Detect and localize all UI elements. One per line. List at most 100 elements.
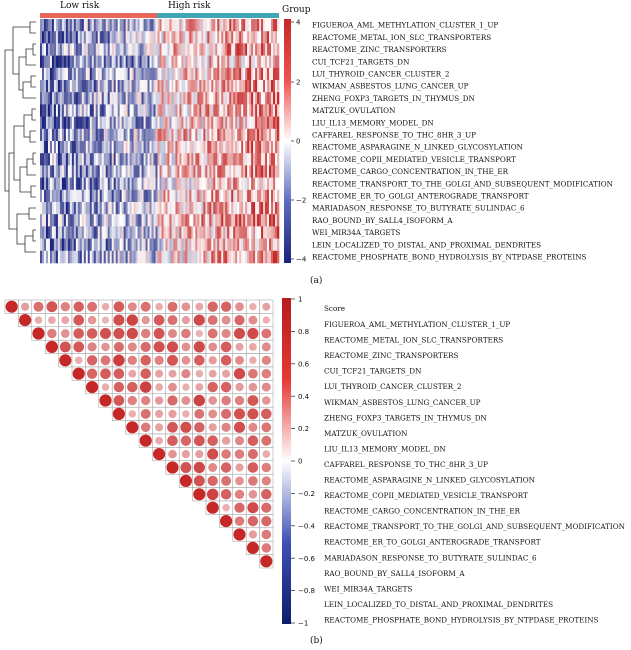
corr-circle <box>261 355 271 365</box>
heatmap-cell <box>257 214 260 227</box>
heatmap-cell <box>185 141 188 154</box>
heatmap-cell <box>275 238 278 252</box>
heatmap-cell <box>151 141 154 154</box>
heatmap-cell <box>99 31 103 44</box>
heatmap-cell <box>111 55 114 69</box>
heatmap-cell <box>111 177 114 191</box>
heatmap-cell <box>211 31 214 44</box>
heatmap-cell <box>79 80 83 93</box>
heatmap-cell <box>259 141 262 154</box>
corr-circle <box>249 356 257 365</box>
heatmap-cell <box>67 116 71 130</box>
heatmap-cell <box>49 238 53 252</box>
heatmap-cell <box>47 31 51 44</box>
heatmap-cell <box>243 214 246 227</box>
heatmap-cell <box>217 238 220 252</box>
heatmap-cell <box>69 19 73 32</box>
heatmap-cell <box>209 43 212 56</box>
heatmap-cell <box>177 31 180 44</box>
corr-circle <box>87 301 98 312</box>
corr-circle <box>220 381 232 393</box>
heatmap-cell <box>247 202 250 215</box>
heatmap-cell <box>205 43 208 56</box>
heatmap-cell <box>255 214 258 227</box>
corr-circle <box>86 328 98 339</box>
heatmap-cell <box>191 116 194 130</box>
heatmap-cell <box>97 92 101 105</box>
heatmap-cell <box>131 55 134 69</box>
heatmap-cell <box>225 104 228 117</box>
heatmap-cell <box>277 238 280 252</box>
heatmap-cell <box>115 189 118 203</box>
heatmap-cell <box>189 80 192 93</box>
heatmap-cell <box>247 80 250 93</box>
heatmap-cell <box>267 153 270 166</box>
heatmap-cell <box>205 128 208 142</box>
heatmap-cell <box>101 189 105 203</box>
heatmap-cell <box>217 104 220 117</box>
heatmap-cell <box>97 250 101 264</box>
heatmap-cell <box>183 55 186 69</box>
heatmap-cell <box>159 80 162 93</box>
heatmap-cell <box>125 19 128 32</box>
heatmap-cell <box>177 202 180 215</box>
heatmap-cell <box>211 153 214 166</box>
heatmap-cell <box>213 141 216 154</box>
heatmap-cell <box>157 67 160 81</box>
heatmap-cell <box>211 238 214 252</box>
heatmap-cell <box>115 226 118 239</box>
heatmap-cell <box>137 226 140 239</box>
heatmap-cell <box>91 31 95 44</box>
heatmap-cell <box>269 116 272 130</box>
corr-circle <box>127 355 137 365</box>
heatmap-cell <box>257 177 260 191</box>
heatmap-cell <box>161 165 164 178</box>
heatmap-cell <box>243 92 246 105</box>
heatmap-cell <box>143 31 146 44</box>
heatmap-cell <box>45 104 49 117</box>
heatmap-cell <box>231 55 234 69</box>
heatmap-cell <box>193 92 196 105</box>
heatmap-cell <box>181 141 184 154</box>
heatmap-cell <box>267 250 270 264</box>
heatmap-cell <box>265 19 268 32</box>
heatmap-cell <box>245 238 248 252</box>
heatmap-cell <box>103 128 107 142</box>
heatmap-cell <box>91 67 95 81</box>
corr-circle <box>249 343 257 351</box>
heatmap-cell <box>179 128 182 142</box>
heatmap-cell <box>213 238 216 252</box>
heatmap-cell <box>263 31 266 44</box>
heatmap-cell <box>151 165 154 178</box>
heatmap-cell <box>125 250 128 264</box>
heatmap-cell <box>237 250 240 264</box>
heatmap-cell <box>257 202 260 215</box>
heatmap-cell <box>223 31 226 44</box>
heatmap-cell <box>229 202 232 215</box>
heatmap-cell <box>275 202 278 215</box>
heatmap-cell <box>63 128 67 142</box>
heatmap-cell <box>203 165 206 178</box>
heatmap-cell <box>271 43 274 56</box>
corr-circle <box>99 394 112 407</box>
heatmap-cell <box>41 67 45 81</box>
heatmap-cell <box>213 153 216 166</box>
heatmap-cell <box>121 153 124 166</box>
corr-circle <box>235 302 244 312</box>
heatmap-cell <box>143 153 146 166</box>
heatmap-cell <box>57 43 61 56</box>
heatmap-cell <box>85 153 89 166</box>
heatmap-cell <box>205 141 208 154</box>
heatmap-cell <box>255 80 258 93</box>
heatmap-cell <box>167 104 170 117</box>
heatmap-cell <box>177 55 180 69</box>
corr-circle <box>261 515 272 527</box>
heatmap-cell <box>237 141 240 154</box>
heatmap-cell <box>91 189 95 203</box>
heatmap-cell <box>123 92 126 105</box>
heatmap-cell <box>205 202 208 215</box>
heatmap-cell <box>51 67 55 81</box>
heatmap-cell <box>267 214 270 227</box>
heatmap-cell <box>251 165 254 178</box>
heatmap-cell <box>59 250 63 264</box>
